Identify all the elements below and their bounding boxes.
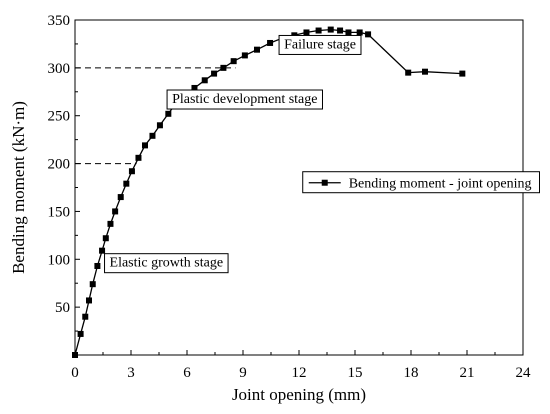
data-point [86,297,92,304]
legend-box [302,171,540,194]
annotation-failure: Failure stage [278,34,362,55]
annotation-box [278,34,362,55]
data-point [117,194,124,201]
data-point [211,70,218,77]
data-point [135,154,142,161]
x-tick-label: 3 [127,365,135,381]
data-point [112,208,119,215]
data-point [220,64,227,71]
annotation-text: Plastic development stage [172,92,317,107]
legend: Bending moment - joint opening [302,171,540,194]
data-point [405,69,412,76]
x-tick-label: 21 [460,365,475,381]
data-point [201,77,208,84]
data-point [82,313,89,320]
data-point [99,247,106,254]
ticks-layer: 0 3 6 9 12 15 18 21 24 50 100 150 200 250 300 350 [48,13,532,381]
data-point [315,27,322,34]
x-tick-label: 0 [71,365,79,381]
data-point [89,281,96,288]
data-point [156,122,163,129]
annotation-plastic: Plastic development stage [166,89,323,110]
data-point [128,168,135,175]
y-tick-label: 100 [48,252,71,268]
data-point [191,84,198,91]
y-tick-label: 50 [55,300,70,316]
y-tick-label: 300 [48,61,71,77]
data-point [123,180,130,187]
x-tick-label: 12 [292,365,307,381]
data-point [303,29,310,36]
data-point [241,52,248,59]
data-point [230,58,237,65]
x-axis-title: Joint opening (mm) [232,385,366,404]
y-axis-title: Bending moment (kN·m) [9,101,28,274]
x-tick-label: 6 [183,365,191,381]
data-point [356,29,363,36]
data-point [107,220,114,227]
data-point [327,26,334,33]
data-point [422,68,428,75]
data-point [254,46,260,53]
data-point [459,70,466,77]
data-point [142,142,148,149]
data-point [77,330,84,337]
y-tick-label: 150 [48,204,71,220]
annotation-text: Failure stage [284,37,356,52]
annotation-box [104,253,229,274]
data-point [337,27,344,34]
legend-label: Bending moment - joint opening [349,177,532,192]
x-tick-label: 9 [239,365,247,381]
data-point [365,31,372,38]
annotation-box [166,89,323,110]
data-point [94,262,101,269]
data-point [345,29,352,36]
x-tick-label: 15 [348,365,363,381]
data-point [102,235,109,242]
y-tick-label: 200 [48,157,71,173]
annotations: Failure stage Plastic development stage El… [104,34,362,274]
legend-marker [321,179,328,186]
data-point [267,39,274,46]
y-tick-label: 250 [48,109,71,125]
data-point [165,110,172,117]
annotation-elastic: Elastic growth stage [104,253,229,274]
x-tick-label: 18 [404,365,419,381]
x-tick-label: 24 [516,365,532,381]
data-point [149,132,156,139]
y-tick-label: 350 [48,13,71,29]
annotation-text: Elastic growth stage [110,256,224,271]
